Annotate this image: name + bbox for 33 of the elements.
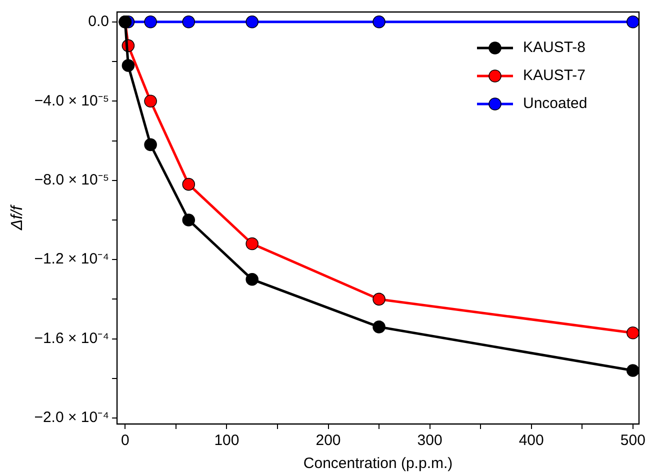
- point: [626, 364, 639, 377]
- point: [182, 178, 196, 191]
- point: [372, 16, 386, 28]
- point: [144, 138, 157, 152]
- x-axis-title: Concentration (p.p.m.): [303, 455, 453, 472]
- y-tick-label: −2.0 × 10⁻⁴: [34, 409, 110, 426]
- point: [122, 59, 135, 72]
- x-tick-label: 300: [417, 432, 442, 450]
- point: [246, 273, 258, 286]
- point: [626, 16, 639, 28]
- x-tick-label: 400: [518, 432, 544, 450]
- point: [246, 237, 258, 250]
- point: [626, 326, 639, 340]
- x-tick-label: 0: [120, 432, 130, 450]
- point: [372, 320, 386, 334]
- y-axis-title: Δf/f: [9, 204, 26, 232]
- point: [144, 94, 157, 108]
- x-tick-label: 500: [620, 432, 646, 450]
- y-tick-label: −4.0 × 10⁻⁵: [34, 92, 110, 110]
- y-tick-label: 0.0: [88, 13, 110, 30]
- legend-label: KAUST-8: [523, 39, 586, 56]
- point: [144, 16, 157, 28]
- y-tick-label: −1.2 × 10⁻⁴: [34, 250, 110, 268]
- point: [182, 214, 196, 226]
- point: [372, 292, 386, 306]
- point: [182, 16, 196, 28]
- point: [246, 16, 258, 28]
- y-tick-label: −8.0 × 10⁻⁵: [34, 172, 110, 189]
- legend-label: KAUST-7: [523, 67, 586, 84]
- x-tick-label: 100: [214, 432, 240, 450]
- legend-label: Uncoated: [523, 95, 588, 112]
- x-tick-label: 200: [316, 432, 341, 450]
- y-tick-label: −1.6 × 10⁻⁴: [34, 330, 110, 347]
